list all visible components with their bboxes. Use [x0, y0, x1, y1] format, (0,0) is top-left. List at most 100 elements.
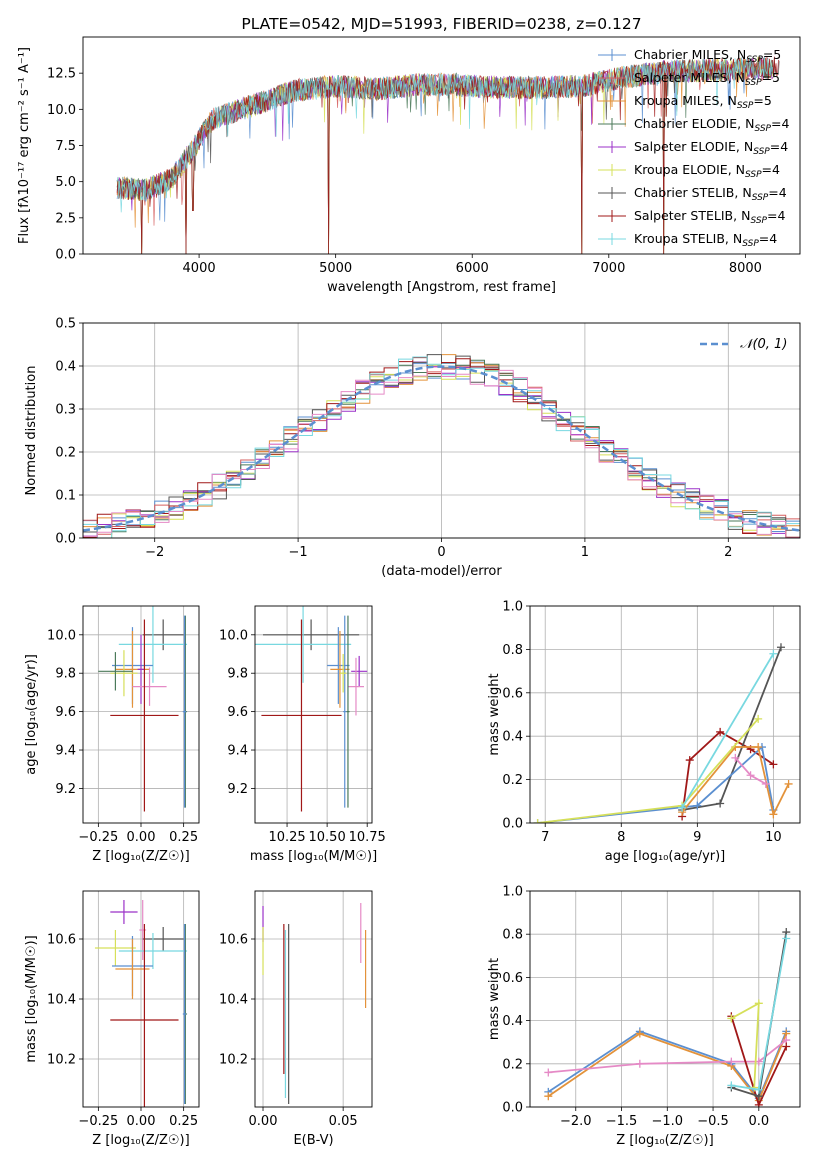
weight-marker	[754, 743, 763, 752]
x-tick-label: 2	[724, 545, 732, 560]
legend-n: 5	[773, 47, 781, 62]
y-tick-label: 1.0	[502, 600, 523, 615]
y-axis-label: mass weight	[487, 958, 502, 1040]
axes-frame	[254, 605, 373, 824]
legend-imf: Salpeter	[634, 70, 687, 85]
legend-n: 4	[777, 208, 785, 223]
weight-marker	[685, 756, 694, 765]
x-tick-label: 0.0	[748, 1114, 769, 1129]
x-tick-label: −0.25	[78, 830, 118, 845]
legend-n-sub: SSP	[753, 147, 770, 157]
x-tick-label: 0.05	[329, 1114, 358, 1129]
y-axis-label: mass [log₁₀(M/M☉)]	[24, 935, 39, 1062]
y-tick-label: 10.2	[47, 1053, 76, 1068]
legend-n-eq: =	[763, 47, 773, 62]
chart-weight-vs-age: 7 8 9 10 0.0 0.2 0.4 0.6 0.8 1.0 age [log₁₀(age/yr…	[487, 600, 801, 864]
weight-marker	[769, 649, 778, 658]
y-axis-label: Normed distribution	[24, 366, 39, 496]
chart-age-vs-mass: 10.25 10.50 10.75 9.2 9.4 9.6 9.8 10.0 mass [log…	[219, 605, 386, 864]
x-tick-label: −2	[145, 545, 164, 560]
legend-n: 4	[769, 231, 777, 246]
y-tick-label: 0.0	[502, 817, 523, 832]
y-tick-label: 10.2	[219, 1053, 248, 1068]
weight-marker	[678, 803, 687, 812]
legend-n-prefix: , N	[725, 231, 742, 246]
y-tick-label: 0.2	[502, 773, 523, 788]
legend-n-sub: SSP	[752, 193, 769, 203]
weight-marker	[533, 819, 542, 823]
plot-area	[533, 643, 793, 823]
x-tick-label: 4000	[183, 261, 216, 276]
legend-n-eq: =	[762, 70, 772, 85]
weight-marker	[776, 643, 785, 652]
legend-imf: Salpeter	[634, 208, 687, 223]
y-tick-label: 10.6	[219, 933, 248, 948]
plot-area	[94, 900, 188, 1107]
y-tick-label: 9.6	[55, 705, 76, 720]
legend-lib: MILES	[690, 70, 727, 85]
histogram-step	[83, 354, 800, 533]
x-tick-label: 9	[693, 830, 701, 845]
legend-label: Chabrier ELODIE, NSSP=4	[634, 116, 789, 134]
y-tick-label: 10.0	[219, 628, 248, 643]
x-axis-label: Z [log₁₀(Z/Z☉)]	[92, 1133, 189, 1148]
legend-n-eq: =	[767, 208, 777, 223]
x-tick-label: −1.5	[606, 1114, 638, 1129]
legend-n: 4	[780, 139, 788, 154]
y-tick-label: 0.5	[55, 317, 76, 332]
legend-n-sub: SSP	[745, 170, 762, 180]
weight-line	[681, 730, 774, 817]
legend-n: 4	[779, 185, 787, 200]
y-tick-label: 0.8	[502, 928, 523, 943]
legend-lib: STELIB	[690, 208, 733, 223]
y-tick-label: 9.4	[227, 744, 248, 759]
x-axis-label: age [log₁₀(age/yr)]	[605, 849, 726, 864]
x-tick-label: 1	[581, 545, 589, 560]
y-axis-label: mass weight	[487, 673, 502, 755]
x-tick-label: 0.00	[127, 1114, 156, 1129]
x-tick-label: 0.00	[249, 1114, 278, 1129]
y-tick-label: 0.4	[55, 360, 76, 375]
x-axis-label: (data-model)/error	[381, 564, 502, 579]
weight-marker	[635, 1059, 644, 1068]
legend-n-sub: SSP	[750, 216, 767, 226]
legend-n-eq: =	[768, 185, 778, 200]
y-tick-label: 10.4	[47, 993, 76, 1008]
weight-marker	[746, 771, 755, 780]
weight-marker	[782, 1042, 791, 1051]
legend-imf: Kroupa	[634, 162, 678, 177]
legend-label: Salpeter ELODIE, NSSP=4	[634, 139, 788, 157]
y-tick-label: 7.5	[55, 139, 76, 154]
normal-curve	[83, 365, 800, 532]
x-tick-label: 0.25	[169, 1114, 198, 1129]
legend-n: 5	[764, 93, 772, 108]
legend-n-prefix: , N	[733, 208, 750, 223]
x-axis-label: mass [log₁₀(M/M☉)]	[250, 849, 377, 864]
y-tick-label: 0.2	[502, 1057, 523, 1072]
legend-lib: ELODIE	[682, 162, 728, 177]
y-tick-label: 10.6	[47, 933, 76, 948]
legend-n-sub: SSP	[754, 124, 771, 134]
weight-marker	[731, 753, 740, 762]
plot-area	[544, 928, 791, 1107]
y-tick-label: 9.6	[227, 705, 248, 720]
y-tick-label: 9.2	[227, 782, 248, 797]
x-tick-label: −2.0	[560, 1114, 592, 1129]
x-tick-label: −0.25	[78, 1114, 118, 1129]
y-tick-label: 0.8	[502, 643, 523, 658]
legend-n-prefix: , N	[728, 70, 745, 85]
legend-n-sub: SSP	[745, 78, 762, 88]
legend-imf: Chabrier	[634, 47, 689, 62]
weight-marker	[727, 1014, 736, 1023]
legend-n-sub: SSP	[737, 101, 754, 111]
legend-label: Kroupa ELODIE, NSSP=4	[634, 162, 780, 180]
x-tick-label: 7	[541, 830, 549, 845]
chart-mass-vs-z: −0.25 0.00 0.25 10.2 10.4 10.6 Z [log₁₀(Z/Z☉)]…	[24, 890, 200, 1148]
legend-label: Kroupa MILES, NSSP=5	[634, 93, 772, 111]
legend-n-prefix: , N	[737, 116, 754, 131]
chart-title: PLATE=0542, MJD=51993, FIBERID=0238, z=0…	[241, 15, 641, 33]
legend-n-eq: =	[753, 93, 763, 108]
weight-marker	[727, 1081, 736, 1090]
y-tick-label: 0.2	[55, 446, 76, 461]
